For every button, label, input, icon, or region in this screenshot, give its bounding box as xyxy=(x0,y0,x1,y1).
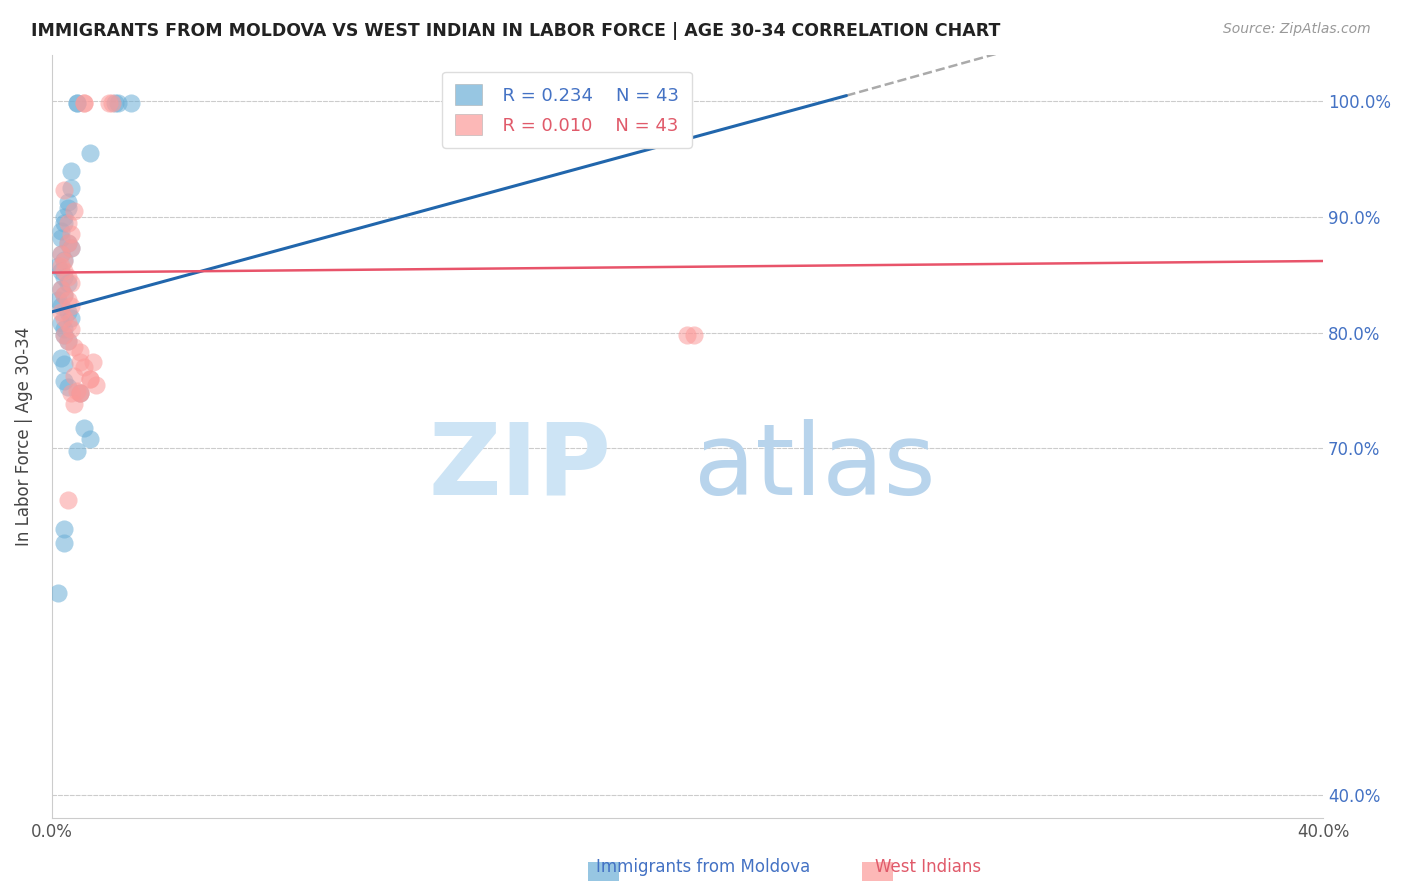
Point xyxy=(59,310,82,325)
Point xyxy=(53,287,76,301)
Point xyxy=(63,204,86,219)
Point xyxy=(59,299,82,313)
Point xyxy=(63,368,86,383)
Point xyxy=(56,194,79,209)
Point xyxy=(51,305,73,319)
Point xyxy=(59,181,82,195)
Text: atlas: atlas xyxy=(693,419,935,516)
Point xyxy=(56,276,79,290)
Point xyxy=(53,287,76,301)
Point xyxy=(120,95,142,110)
Point xyxy=(79,432,101,446)
Point xyxy=(51,247,73,261)
Point xyxy=(84,377,107,392)
Point xyxy=(69,354,91,368)
Point xyxy=(59,241,82,255)
Point xyxy=(56,235,79,250)
Point xyxy=(51,351,73,366)
Point xyxy=(51,231,73,245)
Point xyxy=(101,95,124,110)
Point xyxy=(59,241,82,255)
Point xyxy=(82,354,104,368)
Point xyxy=(72,360,94,375)
Point xyxy=(63,397,86,411)
Text: Immigrants from Moldova: Immigrants from Moldova xyxy=(596,858,810,876)
Point xyxy=(51,264,73,278)
Point xyxy=(46,259,69,273)
Point xyxy=(53,522,76,536)
Point xyxy=(53,210,76,224)
Point xyxy=(69,385,91,400)
Point xyxy=(53,536,76,550)
Point xyxy=(72,95,94,110)
Point xyxy=(56,493,79,508)
Point xyxy=(51,282,73,296)
Text: IMMIGRANTS FROM MOLDOVA VS WEST INDIAN IN LABOR FORCE | AGE 30-34 CORRELATION CH: IMMIGRANTS FROM MOLDOVA VS WEST INDIAN I… xyxy=(31,22,1000,40)
Point xyxy=(72,420,94,434)
Point xyxy=(676,328,699,343)
Point xyxy=(53,328,76,343)
Point xyxy=(53,184,76,198)
Point xyxy=(53,270,76,285)
Point xyxy=(46,293,69,308)
Point xyxy=(69,345,91,359)
Point xyxy=(53,216,76,230)
Point xyxy=(56,317,79,331)
Point xyxy=(51,259,73,273)
Point xyxy=(682,328,704,343)
Point xyxy=(51,224,73,238)
Point xyxy=(79,146,101,161)
Point xyxy=(56,293,79,308)
Point xyxy=(51,299,73,313)
Point xyxy=(51,317,73,331)
Point xyxy=(56,334,79,348)
Point xyxy=(69,385,91,400)
Point xyxy=(56,235,79,250)
Point xyxy=(53,328,76,343)
Point xyxy=(53,357,76,371)
Point xyxy=(59,227,82,242)
Point xyxy=(59,276,82,290)
Point xyxy=(51,282,73,296)
Text: ZIP: ZIP xyxy=(429,419,612,516)
Legend:   R = 0.234    N = 43,   R = 0.010    N = 43: R = 0.234 N = 43, R = 0.010 N = 43 xyxy=(443,71,692,148)
Point xyxy=(66,95,89,110)
Point xyxy=(97,95,120,110)
Y-axis label: In Labor Force | Age 30-34: In Labor Force | Age 30-34 xyxy=(15,327,32,547)
Point xyxy=(56,305,79,319)
Point xyxy=(56,270,79,285)
Point xyxy=(56,201,79,215)
Text: West Indians: West Indians xyxy=(875,858,981,876)
Point xyxy=(56,380,79,394)
Point xyxy=(63,340,86,354)
Point xyxy=(53,322,76,336)
Point xyxy=(53,374,76,388)
Point xyxy=(46,586,69,600)
Point xyxy=(53,254,76,268)
Point xyxy=(66,384,89,398)
Point xyxy=(56,334,79,348)
Point xyxy=(104,95,127,110)
Point xyxy=(69,385,91,400)
Point xyxy=(59,322,82,336)
Point xyxy=(79,372,101,386)
Point xyxy=(66,443,89,458)
Point xyxy=(51,247,73,261)
Point xyxy=(107,95,129,110)
Point xyxy=(59,385,82,400)
Text: Source: ZipAtlas.com: Source: ZipAtlas.com xyxy=(1223,22,1371,37)
Point xyxy=(66,95,89,110)
Point xyxy=(59,163,82,178)
Point xyxy=(53,310,76,325)
Point xyxy=(53,264,76,278)
Point xyxy=(53,252,76,267)
Point xyxy=(79,372,101,386)
Point xyxy=(56,216,79,230)
Point xyxy=(72,95,94,110)
